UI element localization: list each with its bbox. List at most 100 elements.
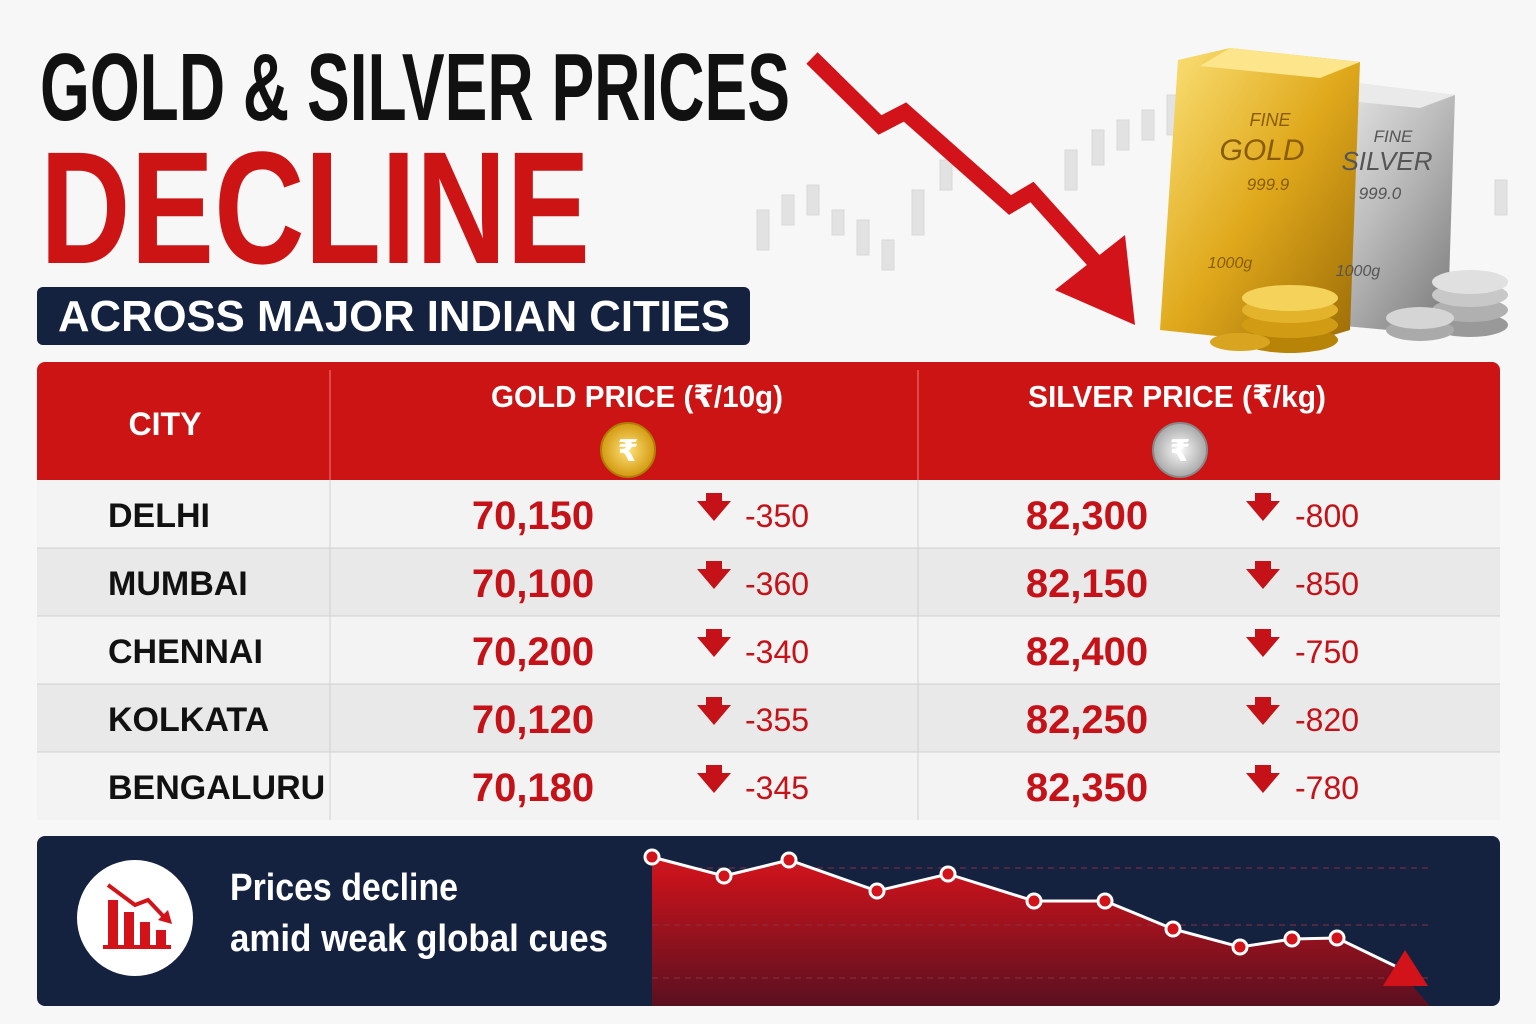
candlestick-decoration-part <box>806 184 820 216</box>
price-value: 82,150 <box>1026 562 1148 606</box>
candlestick-decoration-part <box>781 194 795 226</box>
footer-part <box>158 910 172 924</box>
price-value: 70,120 <box>472 698 594 742</box>
city-name: CHENNAI <box>108 633 263 671</box>
city-name: DELHI <box>108 497 210 535</box>
candlestick-decoration-part <box>881 239 895 271</box>
footer-part <box>106 883 167 920</box>
price-change: -780 <box>1295 770 1359 806</box>
footer-part <box>1328 929 1346 947</box>
price-value: 82,250 <box>1026 698 1148 742</box>
candlestick-decoration-part <box>1116 119 1130 151</box>
footer: Prices decline amid weak global cues <box>37 836 1500 1006</box>
down-arrow-stem <box>1255 765 1271 774</box>
bar-text: FINE <box>1374 127 1413 146</box>
decline-arrow <box>806 52 1135 325</box>
silver-coin-icon <box>1152 422 1208 478</box>
down-arrow <box>697 705 731 725</box>
subtitle-box <box>37 287 750 345</box>
column-header: SILVER PRICE (₹/kg) <box>1028 379 1326 414</box>
trend-area <box>652 857 1430 1006</box>
footer-icon-circle <box>77 860 193 976</box>
footer-text: Prices decline <box>230 867 458 909</box>
candlestick-decoration-part <box>911 189 925 236</box>
price-value: 70,150 <box>472 494 594 538</box>
table-row <box>37 616 1500 684</box>
title: GOLD & SILVER PRICES <box>40 34 790 141</box>
city-name: BENGALURU <box>108 769 325 807</box>
column-header: CITY <box>129 406 202 442</box>
footer-part <box>124 912 134 945</box>
price-value: 82,300 <box>1026 494 1148 538</box>
coins-part <box>1432 270 1508 294</box>
subtitle: ACROSS MAJOR INDIAN CITIES <box>58 292 730 341</box>
footer-part <box>1283 930 1301 948</box>
down-arrow-stem <box>706 697 722 706</box>
city-name: KOLKATA <box>108 701 269 739</box>
footer-part <box>868 882 886 900</box>
candlestick-decoration-part <box>831 209 845 236</box>
table-header <box>37 362 1500 480</box>
bar-text: 999.0 <box>1359 184 1402 203</box>
table-row <box>37 752 1500 820</box>
price-change: -340 <box>745 634 809 670</box>
footer-part <box>156 930 166 945</box>
footer-part <box>643 848 661 866</box>
down-arrow-stem <box>1255 697 1271 706</box>
coin-symbol: ₹ <box>1170 435 1191 468</box>
bar-text: 999.9 <box>1247 175 1290 194</box>
down-arrow <box>1246 773 1280 793</box>
down-arrow <box>697 569 731 589</box>
candlestick-decoration-part <box>1091 129 1105 166</box>
down-arrow <box>1246 569 1280 589</box>
coins-part <box>1210 333 1270 351</box>
down-arrow-stem <box>1255 493 1271 502</box>
trend-points <box>643 848 1346 956</box>
bar-text: SILVER <box>1341 146 1432 176</box>
candlestick-decoration-part <box>939 159 953 191</box>
footer-part <box>780 851 798 869</box>
down-arrow-stem <box>706 765 722 774</box>
footer-part <box>103 945 171 949</box>
down-arrow-stem <box>1255 561 1271 570</box>
price-table: CITY GOLD PRICE (₹/10g) SILVER PRICE (₹/… <box>37 362 1500 820</box>
candlestick-decoration <box>756 94 1508 271</box>
price-change: -750 <box>1295 634 1359 670</box>
price-change: -850 <box>1295 566 1359 602</box>
down-arrow-stem <box>706 629 722 638</box>
coins-part <box>1386 307 1454 329</box>
down-arrow-stem <box>706 561 722 570</box>
table-row <box>37 548 1500 616</box>
price-value: 70,180 <box>472 766 594 810</box>
footer-part <box>1231 938 1249 956</box>
price-value: 70,100 <box>472 562 594 606</box>
down-arrow <box>697 501 731 521</box>
price-change: -345 <box>745 770 809 806</box>
down-arrow <box>697 637 731 657</box>
gold-bar-part <box>1200 48 1360 78</box>
down-arrow-stem <box>1255 629 1271 638</box>
footer-part <box>108 900 118 945</box>
table-row <box>37 480 1500 548</box>
down-arrow <box>1246 501 1280 521</box>
bar-text: GOLD <box>1219 134 1304 167</box>
candlestick-decoration-part <box>856 219 870 256</box>
footer-part <box>939 865 957 883</box>
bar-text: FINE <box>1249 110 1291 130</box>
candlestick-decoration-part <box>1494 179 1508 216</box>
price-value: 82,350 <box>1026 766 1148 810</box>
price-change: -350 <box>745 498 809 534</box>
bar-text: 1000g <box>1208 255 1253 272</box>
gold-bar-part <box>1160 48 1360 345</box>
coins-part <box>1242 285 1338 311</box>
down-arrow-stem <box>706 493 722 502</box>
column-header: GOLD PRICE (₹/10g) <box>491 379 783 414</box>
coins <box>1210 270 1508 353</box>
footer-part <box>1096 892 1114 910</box>
city-name: MUMBAI <box>108 565 248 603</box>
footer-part <box>140 922 150 945</box>
price-value: 82,400 <box>1026 630 1148 674</box>
footer-part <box>1164 920 1182 938</box>
